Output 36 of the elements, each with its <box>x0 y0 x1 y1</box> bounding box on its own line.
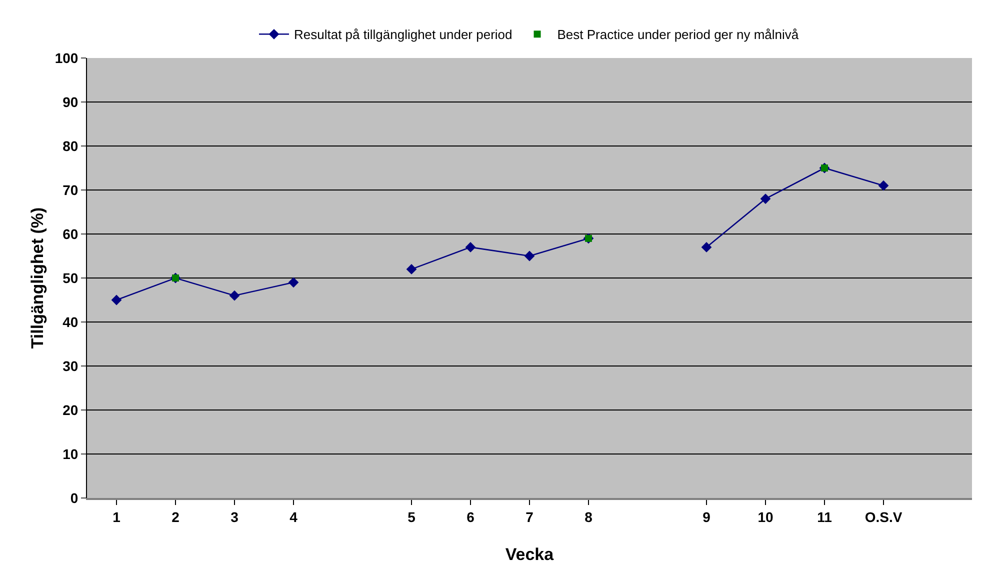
x-axis-title: Vecka <box>505 545 554 564</box>
x-tick-label: 5 <box>408 508 416 525</box>
y-tick-label: 100 <box>54 50 78 66</box>
x-tick-label: 11 <box>817 508 832 525</box>
x-tick-label: 2 <box>172 508 180 525</box>
point <box>701 242 712 252</box>
point <box>465 242 476 252</box>
point <box>524 250 535 262</box>
y-tick-label: 60 <box>62 226 78 242</box>
point <box>406 264 417 274</box>
x-tick-label: 10 <box>758 508 774 525</box>
x-tick-label: 3 <box>230 508 239 525</box>
point <box>878 180 889 191</box>
point <box>760 194 771 204</box>
y-tick-label: 20 <box>62 402 78 418</box>
x-tick-label: 6 <box>466 508 475 525</box>
point <box>111 294 122 306</box>
y-tick-label: 70 <box>62 182 78 198</box>
x-tick-label: 1 <box>112 508 121 525</box>
x-tick-label: 7 <box>526 508 534 525</box>
y-tick-label: 90 <box>62 94 78 110</box>
legend-label: Best Practice under period ger ny målnivå <box>557 27 800 42</box>
x-tick-label: 8 <box>584 508 593 525</box>
y-tick-label: 30 <box>62 358 78 374</box>
x-tick-label: O.S.V <box>864 508 903 525</box>
y-tick-label: 10 <box>62 446 78 462</box>
legend-label: Resultat på tillgänglighet under period <box>294 27 512 42</box>
x-tick-label: 9 <box>702 508 711 525</box>
x-tick-label: 4 <box>290 508 298 525</box>
point <box>288 277 299 288</box>
y-tick-label: 50 <box>62 270 78 286</box>
y-tick-label: 40 <box>62 314 78 330</box>
y-tick-label: 0 <box>70 490 78 506</box>
y-tick-label: 80 <box>62 138 78 154</box>
y-axis-title: Tillgänglighet (%) <box>28 207 47 349</box>
point <box>229 290 240 301</box>
